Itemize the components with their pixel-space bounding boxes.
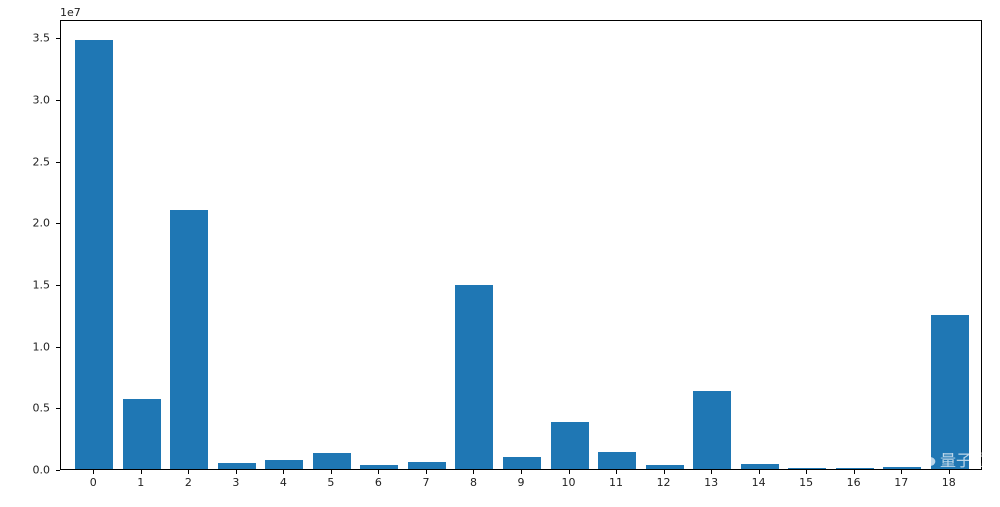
bar — [265, 460, 303, 469]
y-tick-label: 0.5 — [0, 402, 50, 415]
bar — [455, 285, 493, 469]
bar — [75, 40, 113, 469]
bar — [123, 399, 161, 469]
x-tick-mark — [901, 470, 902, 474]
x-tick-label: 12 — [657, 476, 671, 489]
x-tick-mark — [854, 470, 855, 474]
x-tick-mark — [806, 470, 807, 474]
y-tick-label: 0.0 — [0, 464, 50, 477]
x-tick-label: 7 — [422, 476, 429, 489]
bar — [598, 452, 636, 469]
x-tick-mark — [473, 470, 474, 474]
x-tick-label: 18 — [942, 476, 956, 489]
x-tick-mark — [616, 470, 617, 474]
y-tick-label: 1.0 — [0, 340, 50, 353]
x-tick-mark — [236, 470, 237, 474]
y-tick-mark — [56, 162, 60, 163]
bar — [218, 463, 256, 469]
bar — [360, 465, 398, 469]
bar — [741, 464, 779, 469]
x-tick-mark — [569, 470, 570, 474]
y-tick-mark — [56, 470, 60, 471]
y-tick-mark — [56, 408, 60, 409]
x-tick-label: 1 — [137, 476, 144, 489]
bar — [931, 315, 969, 469]
x-tick-label: 10 — [562, 476, 576, 489]
x-tick-label: 6 — [375, 476, 382, 489]
x-tick-mark — [759, 470, 760, 474]
x-tick-mark — [93, 470, 94, 474]
x-tick-label: 15 — [799, 476, 813, 489]
bar — [646, 465, 684, 469]
x-tick-mark — [331, 470, 332, 474]
x-tick-label: 3 — [232, 476, 239, 489]
y-exponent-label: 1e7 — [60, 6, 81, 19]
bar — [503, 457, 541, 469]
bar — [408, 462, 446, 469]
x-tick-mark — [521, 470, 522, 474]
x-tick-mark — [283, 470, 284, 474]
x-tick-label: 16 — [847, 476, 861, 489]
x-tick-mark — [664, 470, 665, 474]
x-tick-label: 4 — [280, 476, 287, 489]
y-tick-mark — [56, 223, 60, 224]
x-tick-mark — [949, 470, 950, 474]
y-tick-label: 1.5 — [0, 279, 50, 292]
y-tick-mark — [56, 347, 60, 348]
bar — [788, 468, 826, 469]
x-tick-label: 2 — [185, 476, 192, 489]
x-tick-label: 17 — [894, 476, 908, 489]
bar-chart: 1e7 0.00.51.01.52.02.53.03.5012345678910… — [0, 0, 1000, 507]
bar — [836, 468, 874, 469]
bar — [551, 422, 589, 469]
y-tick-label: 2.0 — [0, 217, 50, 230]
x-tick-label: 8 — [470, 476, 477, 489]
y-tick-label: 3.0 — [0, 94, 50, 107]
x-tick-mark — [141, 470, 142, 474]
bar — [313, 453, 351, 469]
x-tick-mark — [188, 470, 189, 474]
x-tick-mark — [378, 470, 379, 474]
plot-area — [60, 20, 982, 470]
bar — [883, 467, 921, 469]
x-tick-label: 14 — [752, 476, 766, 489]
x-tick-label: 13 — [704, 476, 718, 489]
x-tick-label: 5 — [327, 476, 334, 489]
y-tick-label: 2.5 — [0, 155, 50, 168]
x-tick-label: 9 — [518, 476, 525, 489]
x-tick-mark — [711, 470, 712, 474]
y-tick-mark — [56, 285, 60, 286]
x-tick-label: 0 — [90, 476, 97, 489]
y-tick-mark — [56, 100, 60, 101]
bar — [170, 210, 208, 469]
bar — [693, 391, 731, 469]
x-tick-label: 11 — [609, 476, 623, 489]
y-tick-mark — [56, 38, 60, 39]
x-tick-mark — [426, 470, 427, 474]
y-tick-label: 3.5 — [0, 32, 50, 45]
